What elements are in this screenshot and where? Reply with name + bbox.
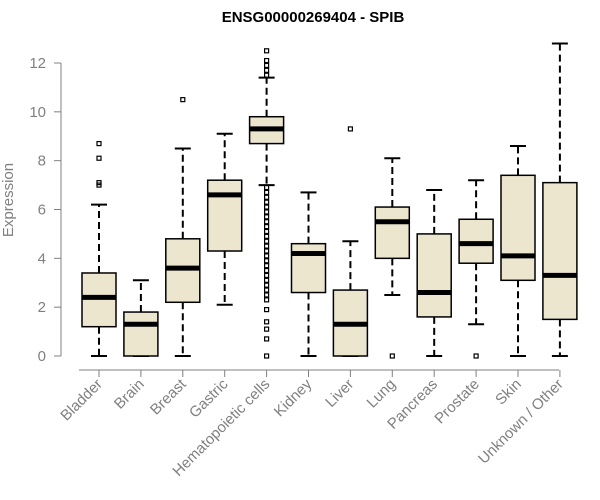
outlier-point (347, 126, 353, 132)
x-tick-label: Bladder (57, 376, 106, 425)
outlier-point (264, 214, 270, 220)
outlier-point (264, 184, 270, 191)
outlier-point (264, 248, 270, 254)
outlier-point (264, 209, 270, 215)
iqr-box (374, 206, 411, 260)
outlier-point (264, 62, 270, 69)
outlier-point (264, 277, 270, 283)
y-axis-ticks: 0 2 4 6 8 10 12 (29, 55, 61, 365)
outlier-point (264, 194, 270, 200)
x-tick-label: Brain (111, 376, 148, 413)
outlier-point (264, 307, 270, 313)
box-bladder (81, 140, 117, 357)
y-tick-label: 0 (38, 348, 46, 365)
y-axis-label: Expression (0, 163, 17, 237)
outlier-point (96, 155, 102, 161)
outlier-point (389, 353, 395, 359)
outlier-point (264, 243, 270, 249)
outlier-point (264, 258, 270, 264)
outlier-point (264, 297, 270, 303)
iqr-box (206, 179, 243, 252)
box-liver (332, 126, 369, 357)
x-tick-label: Kidney (271, 375, 316, 420)
outlier-point (264, 48, 270, 54)
outlier-point (264, 228, 270, 235)
box-hematopoietic-cells (248, 48, 285, 359)
box-lung (374, 157, 411, 359)
outlier-point (264, 336, 270, 342)
x-tick-label: Lung (364, 376, 400, 412)
box-breast (165, 97, 201, 357)
outlier-point (264, 292, 270, 298)
iqr-box (542, 181, 578, 321)
outlier-point (264, 204, 270, 210)
box-prostate (458, 179, 494, 359)
outlier-point (264, 263, 270, 269)
x-tick-label: Liver (322, 376, 357, 411)
box-pancreas (416, 188, 452, 357)
box-brain (123, 279, 159, 357)
y-tick-label: 10 (29, 104, 46, 121)
outlier-point (264, 219, 270, 225)
y-tick-label: 8 (38, 153, 46, 170)
box-unknown-other (542, 42, 578, 357)
outlier-point (473, 353, 479, 359)
outlier-point (264, 72, 270, 78)
iqr-box (500, 174, 536, 282)
outlier-point (96, 180, 102, 186)
y-tick-label: 2 (38, 299, 46, 316)
outlier-point (264, 67, 270, 73)
outlier-point (264, 287, 270, 293)
outlier-point (264, 57, 270, 64)
outlier-point (264, 189, 270, 196)
outlier-point (264, 282, 270, 288)
box-gastric (206, 132, 243, 306)
outlier-point (264, 238, 270, 244)
x-tick-label: Skin (492, 376, 525, 409)
outlier-point (264, 253, 270, 259)
outlier-point (264, 267, 270, 274)
outlier-point (264, 233, 270, 239)
chart-title: ENSG00000269404 - SPIB (222, 9, 405, 26)
outlier-point (264, 272, 270, 279)
outlier-point (96, 140, 102, 147)
outlier-point (264, 326, 270, 332)
iqr-box (123, 311, 159, 357)
x-tick-label: Prostate (431, 376, 483, 428)
outlier-point (264, 199, 270, 205)
box-kidney (290, 191, 327, 357)
outlier-point (180, 97, 186, 103)
y-tick-label: 12 (29, 55, 46, 72)
outlier-point (264, 353, 270, 359)
box-skin (500, 145, 536, 357)
iqr-box (416, 233, 452, 318)
plot-area (81, 42, 578, 359)
outlier-point (264, 223, 270, 230)
outlier-point (264, 319, 270, 325)
y-tick-label: 6 (38, 202, 46, 219)
y-tick-label: 4 (38, 250, 46, 267)
x-tick-label: Breast (147, 375, 190, 418)
